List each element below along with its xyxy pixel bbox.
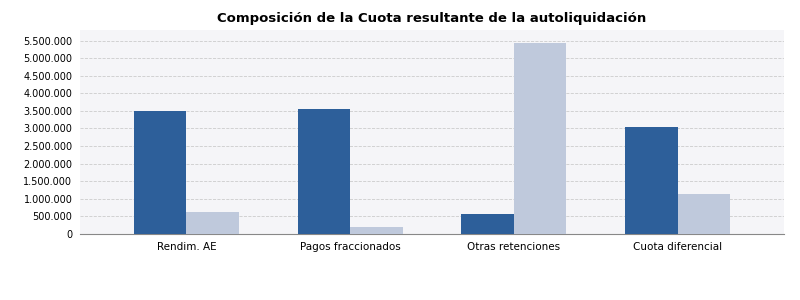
Title: Composición de la Cuota resultante de la autoliquidación: Composición de la Cuota resultante de la…	[218, 12, 646, 25]
Bar	[298, 109, 350, 234]
Bar	[134, 111, 186, 234]
Bar	[462, 214, 514, 234]
Bar	[186, 212, 239, 234]
Bar	[514, 44, 566, 234]
Bar	[678, 194, 730, 234]
Bar	[625, 127, 678, 234]
Legend: Principal, Secundaria: Principal, Secundaria	[346, 297, 518, 300]
Bar	[350, 227, 402, 234]
